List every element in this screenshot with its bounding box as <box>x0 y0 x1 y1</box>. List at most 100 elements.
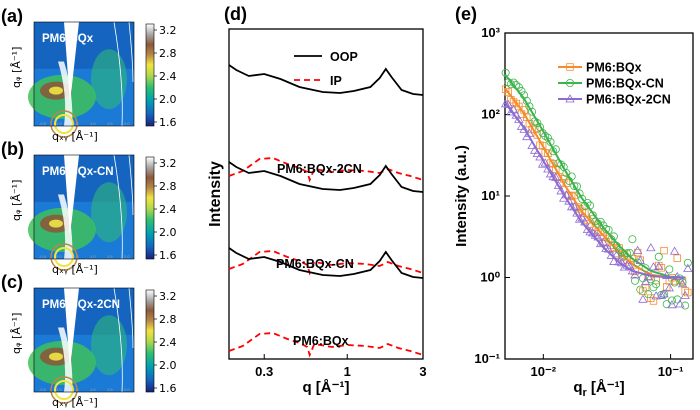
colorbar <box>145 289 155 393</box>
ring-arc <box>113 287 123 393</box>
oop-profile <box>228 161 424 193</box>
panel-label-a: (a) <box>1 6 23 26</box>
sample-label: PM6:BQx <box>42 33 94 45</box>
tiny-tick: -0.5 <box>39 254 47 259</box>
y-tick-label-e: 10³ <box>481 25 500 40</box>
sample-label: PM6:BQx-CN <box>42 166 114 178</box>
x-tick-label-d: 3 <box>419 364 426 379</box>
beamstop-shadow <box>64 155 79 237</box>
data-point <box>528 107 537 116</box>
x-axis-label-d: q [Å⁻¹] <box>302 379 349 396</box>
ring-outer <box>50 110 78 138</box>
tiny-tick: 0.0 <box>56 387 62 392</box>
data-point <box>623 249 632 258</box>
x-axis-label-e-main: q <box>573 379 582 396</box>
ip-profile <box>228 157 424 183</box>
series-bqx_cn <box>501 68 692 310</box>
data-point <box>646 242 656 252</box>
qz-label: qᵩ [Å⁻¹] <box>10 313 23 354</box>
tiny-tick: 1.5 <box>107 121 113 126</box>
legend-label: PM6:BQx <box>586 61 642 75</box>
data-point <box>611 250 622 259</box>
tiny-tick: 0.5 <box>73 121 79 126</box>
wedge <box>58 61 73 126</box>
data-point <box>525 102 534 111</box>
data-point <box>631 276 640 285</box>
ring-arc <box>113 154 123 260</box>
secondary-lobe <box>91 182 127 243</box>
data-point <box>632 245 643 254</box>
data-point <box>549 160 557 168</box>
qz-label: qᵩ [Å⁻¹] <box>10 180 23 221</box>
data-point <box>543 164 553 173</box>
beamstop-shadow <box>64 22 79 104</box>
scattering-panel: (e) 10⁻¹ 10⁰ 10¹ 10² 10³ 10⁻² 10⁻¹ qr [Å⁻¹] In… <box>453 4 694 399</box>
oop-profile <box>228 247 424 279</box>
data-point <box>675 299 685 308</box>
data-point <box>662 300 671 309</box>
colorbar-tick-label: 2.4 <box>159 203 177 216</box>
data-point <box>638 294 648 303</box>
x-axis-label-e-unit: [Å⁻¹] <box>587 379 625 396</box>
colorbar-tick-label: 2.8 <box>159 180 177 193</box>
data-point <box>541 131 550 140</box>
x-tick-label-d: 1 <box>344 364 351 379</box>
peak-core <box>49 86 63 95</box>
peak-core <box>49 352 63 361</box>
data-point <box>641 264 650 273</box>
data-point <box>644 290 653 299</box>
panel-label-b: (b) <box>1 139 24 159</box>
legend-marker <box>566 63 574 71</box>
legend-marker <box>565 94 575 103</box>
x-tick-label-e: 10⁻² <box>530 364 556 379</box>
wedge <box>58 327 73 392</box>
qz-label: qᵩ [Å⁻¹] <box>10 47 23 88</box>
colorbar-tick-label: 2.4 <box>159 336 177 349</box>
tiny-tick: 2.0 <box>124 254 130 259</box>
data-point <box>567 192 576 201</box>
secondary-lobe <box>91 315 127 376</box>
y-tick-label-e: 10⁰ <box>480 270 500 285</box>
data-point <box>500 99 511 108</box>
colorbar-tick-label: 2.4 <box>159 70 177 83</box>
data-point <box>525 119 534 128</box>
tiny-tick: 0.5 <box>73 387 79 392</box>
plot-frame-d <box>228 28 424 360</box>
qxy-label: qₓᵧ [Å⁻¹] <box>52 130 98 143</box>
data-point <box>660 246 668 255</box>
panel-label-e: (e) <box>455 4 477 24</box>
ring-arc <box>113 21 123 127</box>
data-point <box>598 237 609 246</box>
data-point <box>681 301 690 310</box>
ring-inner <box>54 380 74 400</box>
data-point <box>669 246 680 255</box>
x-tick-label-d: 0.3 <box>255 364 273 379</box>
ring-outer <box>50 243 78 271</box>
data-point <box>512 99 520 108</box>
colorbar-tick-label: 3.2 <box>159 24 177 37</box>
data-point <box>683 258 692 267</box>
data-point <box>607 241 615 250</box>
tiny-tick: 0.0 <box>56 121 62 126</box>
data-point <box>662 283 671 291</box>
data-point <box>585 227 595 236</box>
colorbar <box>145 156 155 260</box>
data-point <box>640 277 651 286</box>
data-point <box>570 182 579 191</box>
data-point <box>548 171 558 181</box>
tiny-tick: 0.5 <box>73 254 79 259</box>
line-profile-panel: (d) 0.3 1 3 q [Å⁻¹] Intensity OOP IP PM6:B… <box>207 4 427 396</box>
sample-label: PM6:BQx-2CN <box>42 299 120 311</box>
ring-outer <box>50 376 78 404</box>
colorbar-tick-label: 2.0 <box>159 359 177 372</box>
data-point <box>635 255 645 264</box>
legend-label-ip: IP <box>330 74 342 88</box>
ring-arc <box>128 154 134 216</box>
colorbar-tick-label: 2.0 <box>159 226 177 239</box>
legend-marker <box>566 79 575 88</box>
fit-line <box>504 101 686 279</box>
data-point <box>673 254 681 262</box>
ring-arc <box>128 287 134 349</box>
qxy-label: qₓᵧ [Å⁻¹] <box>52 263 98 276</box>
